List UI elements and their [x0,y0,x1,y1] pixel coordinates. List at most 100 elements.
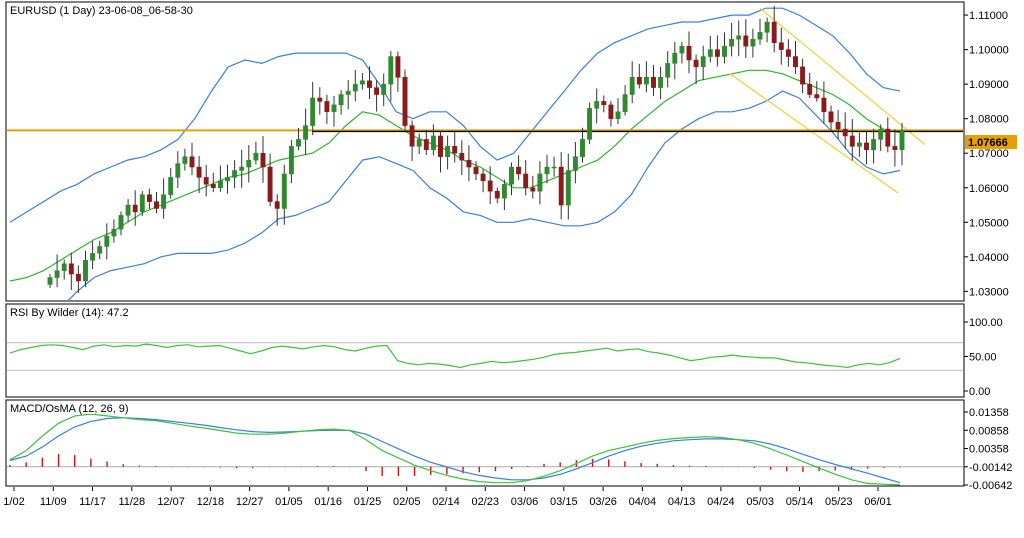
price-y-tick-label: 1.05000 [969,217,1009,229]
candle [310,81,316,136]
candle [438,130,443,173]
candle [580,127,585,163]
candle [608,100,614,127]
x-axis-labels: 1/02 11/09 11/17 11/28 12/07 12/18 12/27 01/05 0… [3,487,892,508]
candle [296,128,301,151]
candle [182,148,188,171]
candle [132,190,138,226]
candle [601,95,607,113]
candle [374,80,380,112]
candle [423,129,429,155]
candle [54,254,60,288]
candle [232,160,238,189]
rsi-y-tick-label: 100.00 [969,317,1003,329]
candle [367,66,372,99]
candle [288,140,294,183]
candle [636,63,642,89]
candle [196,155,202,194]
x-tick-label: 01/05 [275,496,303,508]
rsi-y-tick-label: 50.00 [969,352,997,364]
candle [97,240,103,260]
x-tick-label: 05/23 [825,496,853,508]
candle [594,88,600,124]
x-tick-label: 04/24 [707,496,735,508]
price-y-tick-label: 1.06000 [969,183,1009,195]
macd-signal-line [9,417,901,484]
candle [842,112,848,149]
candle [338,90,344,115]
candle [729,22,735,57]
candle [864,131,869,165]
candle [558,152,564,220]
macd-y-tick-label: 0.01358 [969,407,1009,419]
x-tick-label: 04/13 [668,496,696,508]
candle [473,161,479,181]
price-pane-frame [5,1,965,302]
x-tick-label: 12/27 [236,496,264,508]
candle [565,153,571,220]
macd-pane-title: MACD/OsMA (12, 26, 9) [10,403,129,415]
candle [281,164,287,225]
candle [899,122,905,166]
candle [118,211,124,236]
x-tick-label: 01/16 [314,496,342,508]
candle [217,165,223,192]
x-tick-label: 02/23 [472,496,500,508]
candle [445,135,451,170]
x-tick-label: 05/14 [786,496,814,508]
macd-series-layer [7,413,963,486]
candle [736,20,742,57]
candle [501,179,507,211]
candle [416,133,422,155]
candle [693,54,699,85]
candle [707,35,713,63]
candle [239,149,245,188]
candle [345,80,351,110]
y-axis-labels: 1.11000 1.10000 1.09000 1.08000 1.07000 1.060… [964,10,1012,492]
candle [856,132,862,157]
x-tick-label: 03/06 [511,496,539,508]
candle [587,102,593,144]
x-tick-label: 02/05 [393,496,421,508]
candle [722,32,727,64]
candle [139,191,145,216]
macd-main-line [9,413,901,486]
price-y-tick-label: 1.10000 [969,45,1009,57]
macd-y-tick-label: 0.00858 [969,425,1009,437]
macd-y-tick-label: -0.00642 [969,480,1012,492]
candle [665,51,671,88]
candle [800,58,806,94]
price-y-tick-label: 1.04000 [969,252,1009,264]
candle [246,145,252,183]
candle [743,19,749,59]
candle [203,164,209,197]
candle [317,87,323,115]
x-tick-label: 01/25 [354,496,382,508]
x-tick-label: 12/18 [197,496,225,508]
candle [764,17,770,43]
x-tick-label: 11/09 [40,496,67,508]
x-tick-label: 02/14 [432,496,460,508]
candle [516,155,522,180]
candle [253,141,259,165]
price-pane-title: EURUSD (1 Day) 23-06-08_06-58-30 [10,5,193,17]
candle [807,72,813,99]
candle [523,160,529,196]
rsi-line [9,343,901,369]
candle [714,35,720,67]
x-tick-label: 04/04 [629,496,657,508]
candle [871,128,877,164]
x-tick-label: 03/26 [589,496,617,508]
candle [274,194,280,226]
current-price-label: 1.07666 [968,137,1008,149]
candle [878,124,884,151]
candle [572,142,578,184]
candle [381,73,387,107]
macd-y-tick-label: 0.00358 [969,444,1009,456]
candle [303,108,309,155]
candle [175,151,181,188]
candle [651,65,656,97]
candle [402,69,408,131]
x-tick-label: 05/03 [746,496,774,508]
candle [821,81,827,124]
